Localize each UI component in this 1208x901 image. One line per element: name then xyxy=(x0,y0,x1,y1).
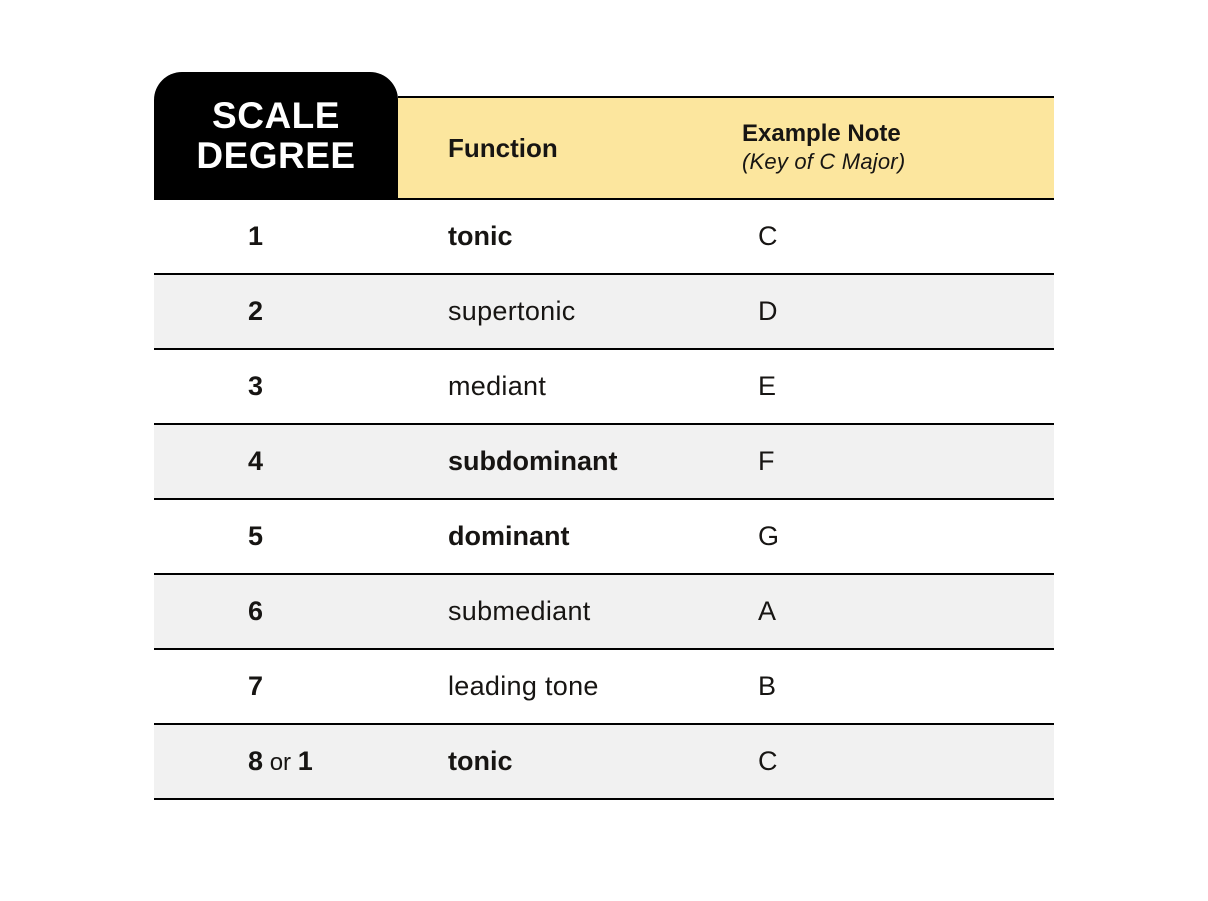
note-cell: A xyxy=(736,596,1054,627)
degree-cell: 1 xyxy=(154,221,426,252)
header-tab: SCALE DEGREE xyxy=(154,72,398,200)
degree-cell: 3 xyxy=(154,371,426,402)
table-row: 3mediantE xyxy=(154,350,1054,425)
note-cell: C xyxy=(736,221,1054,252)
table-row: 1tonicC xyxy=(154,200,1054,275)
table-row: 4subdominantF xyxy=(154,425,1054,500)
note-cell: C xyxy=(736,746,1054,777)
note-cell: F xyxy=(736,446,1054,477)
table-row: 7leading toneB xyxy=(154,650,1054,725)
table-row: 8 or 1tonicC xyxy=(154,725,1054,800)
header-tab-line2: DEGREE xyxy=(196,136,355,176)
table-header: SCALE DEGREE Function Example Note (Key … xyxy=(154,72,1054,200)
function-cell: subdominant xyxy=(426,446,736,477)
degree-joiner: or xyxy=(263,749,298,776)
degree-cell: 4 xyxy=(154,446,426,477)
scale-degree-table: SCALE DEGREE Function Example Note (Key … xyxy=(154,72,1054,800)
degree-cell: 7 xyxy=(154,671,426,702)
degree-cell: 2 xyxy=(154,296,426,327)
header-example-line2: (Key of C Major) xyxy=(742,148,1054,176)
header-tab-line1: SCALE xyxy=(212,96,340,136)
function-cell: supertonic xyxy=(426,296,736,327)
degree-alt-value: 1 xyxy=(298,746,313,776)
table-body: 1tonicC2supertonicD3mediantE4subdominant… xyxy=(154,200,1054,800)
degree-cell: 8 or 1 xyxy=(154,746,426,777)
table-row: 2supertonicD xyxy=(154,275,1054,350)
header-example: Example Note (Key of C Major) xyxy=(728,120,1054,175)
function-cell: dominant xyxy=(426,521,736,552)
degree-cell: 5 xyxy=(154,521,426,552)
function-cell: mediant xyxy=(426,371,736,402)
note-cell: D xyxy=(736,296,1054,327)
table-row: 6submediantA xyxy=(154,575,1054,650)
note-cell: E xyxy=(736,371,1054,402)
header-band: Function Example Note (Key of C Major) xyxy=(398,96,1054,200)
note-cell: G xyxy=(736,521,1054,552)
table-row: 5dominantG xyxy=(154,500,1054,575)
function-cell: tonic xyxy=(426,221,736,252)
header-function-label: Function xyxy=(398,133,728,164)
header-example-line1: Example Note xyxy=(742,120,1054,148)
function-cell: tonic xyxy=(426,746,736,777)
note-cell: B xyxy=(736,671,1054,702)
degree-value: 8 xyxy=(248,746,263,776)
function-cell: submediant xyxy=(426,596,736,627)
header-columns: Function Example Note (Key of C Major) xyxy=(398,98,1054,198)
function-cell: leading tone xyxy=(426,671,736,702)
degree-cell: 6 xyxy=(154,596,426,627)
